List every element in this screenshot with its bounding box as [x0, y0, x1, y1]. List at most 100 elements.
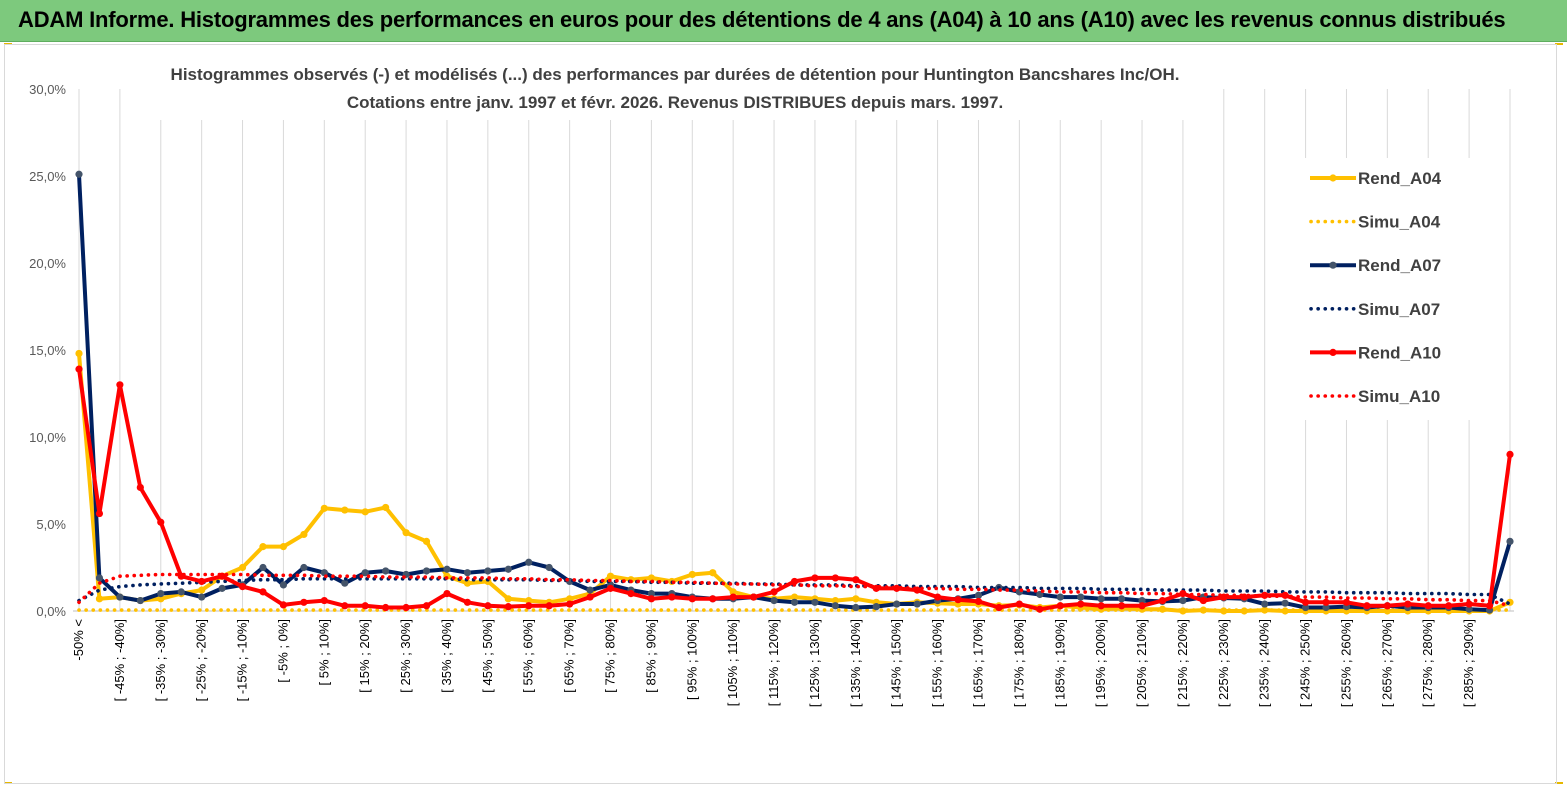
legend-marker: [1329, 348, 1337, 356]
data-point-rend_a10: [1342, 598, 1351, 606]
data-point-rend_a07: [1138, 596, 1146, 605]
legend: Rend_A04 Simu_A04 Rend_A07 Simu_A07 Rend_A10…: [1298, 158, 1498, 420]
x-tick-label: [ -45% ; -40%]: [112, 619, 127, 701]
x-tick-label: [ 175% ; 180%]: [1011, 619, 1026, 707]
data-point-rend_a04: [566, 595, 574, 603]
data-point-rend_a04: [688, 570, 696, 579]
data-point-rend_a07: [177, 588, 185, 596]
x-tick-label: [ 265% ; 270%]: [1379, 619, 1394, 707]
y-tick-label: 0,0%: [36, 604, 66, 619]
series-line-rend_a04: [77, 353, 1511, 613]
x-tick-label: [ 15% ; 20%]: [357, 619, 372, 693]
data-point-rend_a07: [1077, 593, 1085, 601]
y-tick-label: 10,0%: [29, 430, 66, 445]
legend-marker: [1329, 174, 1337, 182]
data-point-rend_a07: [341, 579, 349, 587]
data-point-rend_a10: [1363, 602, 1371, 610]
data-point-rend_a04: [95, 595, 104, 603]
data-point-rend_a10: [545, 602, 553, 610]
data-point-rend_a04: [402, 529, 410, 537]
data-point-rend_a10: [1301, 598, 1310, 606]
series-line-rend_a10: [77, 368, 1512, 612]
data-point-rend_a07: [116, 593, 124, 601]
data-point-rend_a07: [484, 567, 492, 575]
data-point-rend_a07: [157, 590, 165, 598]
data-point-rend_a10: [463, 598, 472, 606]
data-point-rend_a10: [1404, 600, 1412, 608]
data-point-rend_a10: [668, 593, 676, 601]
y-axis-ticks: 0,0% 5,0% 10,0% 15,0% 20,0% 25,0% 30,0%: [29, 82, 66, 619]
data-point-rend_a07: [1506, 537, 1514, 546]
x-tick-label: [ 5% ; 10%]: [316, 619, 331, 685]
data-point-rend_a07: [545, 563, 553, 572]
data-point-rend_a10: [341, 602, 349, 610]
report-title: ADAM Informe. Histogrammes des performan…: [18, 7, 1506, 32]
data-point-rend_a07: [647, 590, 656, 598]
legend-label-simu_a07: Simu_A07: [1358, 300, 1440, 319]
legend-background: [1298, 158, 1498, 420]
x-tick-label: [ 155% ; 160%]: [930, 619, 945, 707]
x-tick-label: [ 255% ; 260%]: [1338, 619, 1353, 707]
data-point-rend_a07: [300, 563, 308, 572]
x-tick-label: [ 105% ; 110%]: [725, 619, 740, 706]
y-tick-label: 15,0%: [29, 343, 66, 358]
y-tick-label: 30,0%: [29, 82, 66, 97]
x-tick-label: [ -35% ; -30%]: [153, 619, 168, 701]
x-tick-label: [ -25% ; -20%]: [194, 619, 209, 701]
chart-frame: [4, 44, 1557, 784]
legend-label-rend_a10: Rend_A10: [1358, 343, 1441, 362]
data-point-rend_a07: [279, 581, 288, 589]
data-point-rend_a07: [504, 565, 512, 573]
data-point-rend_a07: [1036, 590, 1044, 599]
data-point-rend_a10: [995, 603, 1003, 612]
data-point-rend_a04: [729, 588, 737, 596]
data-point-rend_a04: [157, 595, 165, 603]
legend-marker: [1329, 261, 1337, 269]
legend-label-simu_a04: Simu_A04: [1358, 213, 1441, 232]
data-point-rend_a10: [320, 596, 328, 605]
data-point-rend_a10: [1138, 602, 1146, 610]
data-point-rend_a07: [811, 598, 819, 606]
data-point-rend_a10: [1322, 598, 1330, 606]
data-point-rend_a10: [934, 593, 942, 601]
frame-corner-decoration: [1555, 782, 1563, 784]
x-tick-label: [ 55% ; 60%]: [521, 619, 536, 693]
data-point-rend_a07: [1301, 603, 1310, 612]
data-point-rend_a07: [1056, 593, 1064, 601]
data-point-rend_a10: [566, 600, 574, 608]
data-point-rend_a10: [811, 574, 819, 582]
data-point-rend_a10: [954, 596, 962, 604]
data-point-rend_a10: [259, 588, 267, 596]
data-point-rend_a07: [422, 567, 431, 575]
data-point-rend_a07: [831, 602, 839, 610]
data-point-rend_a10: [1445, 602, 1453, 610]
report-header: ADAM Informe. Histogrammes des performan…: [0, 0, 1567, 42]
data-point-rend_a10: [1485, 602, 1494, 610]
data-point-rend_a10: [1199, 596, 1207, 605]
series-layer: [75, 170, 1514, 615]
data-point-rend_a07: [443, 565, 451, 573]
data-point-rend_a04: [198, 586, 206, 594]
data-point-rend_a10: [1117, 602, 1126, 610]
data-point-rend_a10: [606, 584, 615, 592]
data-point-rend_a07: [770, 596, 778, 605]
data-point-rend_a07: [259, 563, 267, 572]
data-point-rend_a04: [279, 543, 288, 551]
data-point-rend_a04: [320, 504, 328, 512]
x-tick-label: [ 65% ; 70%]: [562, 619, 577, 693]
data-point-rend_a04: [504, 595, 512, 603]
series-line-rend_a07: [77, 174, 1512, 613]
data-point-rend_a10: [1158, 596, 1167, 605]
data-point-rend_a10: [1077, 600, 1085, 608]
data-point-rend_a10: [238, 583, 247, 591]
legend-label-rend_a07: Rend_A07: [1358, 256, 1441, 275]
x-tick-label: [ 145% ; 150%]: [889, 619, 904, 707]
data-point-rend_a10: [402, 603, 410, 612]
x-tick-label: [ 25% ; 30%]: [398, 619, 413, 693]
data-point-rend_a04: [238, 563, 247, 572]
data-point-rend_a04: [790, 593, 799, 601]
data-point-rend_a04: [259, 543, 267, 551]
x-tick-label: [ 215% ; 220%]: [1175, 619, 1190, 707]
data-point-rend_a07: [852, 603, 860, 612]
